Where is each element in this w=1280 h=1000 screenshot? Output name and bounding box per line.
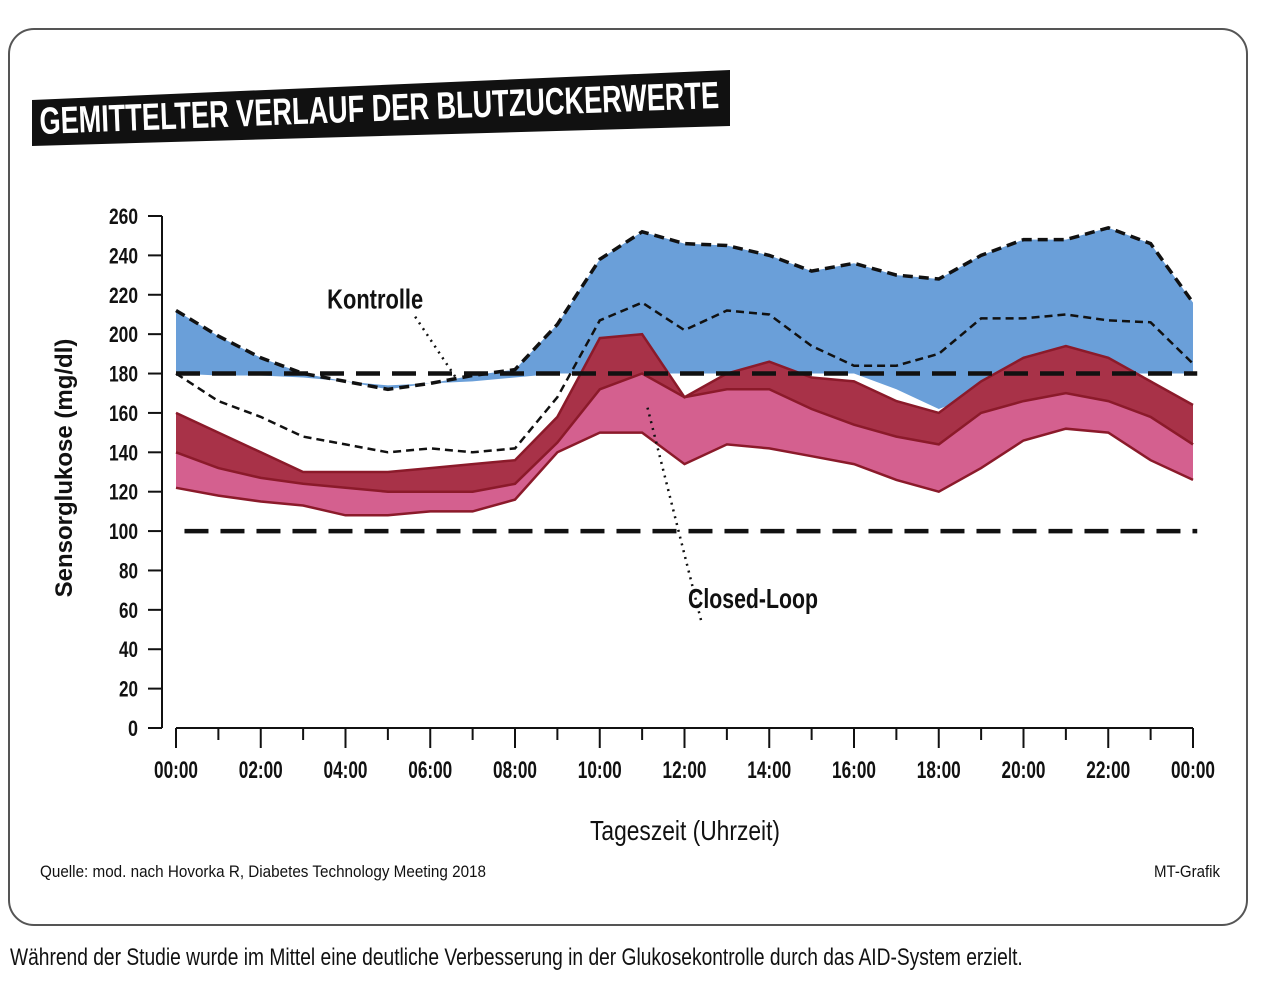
x-tick-label: 06:00 (408, 757, 452, 784)
kontrolle-upper-line (175, 225, 1195, 392)
closed-loop-upper-band (176, 334, 1193, 492)
y-tick-label: 0 (128, 716, 138, 741)
x-tick-label: 02:00 (239, 757, 283, 784)
y-tick-label: 80 (119, 558, 138, 583)
y-tick-label: 120 (109, 480, 138, 505)
kontrolle-iqr-band (176, 227, 1193, 409)
annotation-closed-loop: Closed-Loop (688, 583, 818, 614)
x-tick-label: 14:00 (747, 757, 791, 784)
y-tick-label: 240 (109, 243, 138, 268)
y-tick-label: 220 (109, 283, 138, 308)
y-axis-label: Sensorglukose (mg/dl) (51, 339, 78, 598)
x-tick-label: 18:00 (917, 757, 961, 784)
annotation-kontrolle: Kontrolle (327, 284, 423, 315)
kontrolle-median-line (175, 301, 1194, 454)
y-tick-label: 160 (109, 401, 138, 426)
y-tick-label: 40 (119, 637, 138, 662)
annotation-kontrolle-pointer (414, 316, 457, 379)
x-tick-label: 04:00 (324, 757, 368, 784)
closed-loop-median-line (175, 372, 1194, 493)
title-banner: GEMITTELTER VERLAUF DER BLUTZUCKERWERTE (32, 70, 730, 146)
x-tick-label: 20:00 (1002, 757, 1046, 784)
x-axis-label: Tageszeit (Uhrzeit) (590, 815, 780, 846)
y-tick-label: 20 (119, 677, 138, 702)
x-tick-label: 22:00 (1086, 757, 1130, 784)
x-tick-label: 16:00 (832, 757, 876, 784)
y-tick-label: 200 (109, 322, 138, 347)
y-tick-label: 180 (109, 362, 138, 387)
y-tick-label: 100 (109, 519, 138, 544)
x-tick-label: 00:00 (1171, 757, 1215, 784)
credit-note: MT-Grafik (1154, 862, 1220, 881)
closed-loop-lower-line (175, 427, 1194, 517)
x-tick-label: 00:00 (154, 757, 198, 784)
y-tick-label: 260 (109, 204, 138, 229)
y-tick-label: 140 (109, 440, 138, 465)
x-tick-label: 08:00 (493, 757, 537, 784)
x-tick-label: 12:00 (663, 757, 707, 784)
source-note: Quelle: mod. nach Hovorka R, Diabetes Te… (40, 862, 486, 881)
y-tick-label: 60 (119, 598, 138, 623)
figure-caption: Während der Studie wurde im Mittel eine … (10, 944, 1023, 971)
x-tick-label: 10:00 (578, 757, 622, 784)
